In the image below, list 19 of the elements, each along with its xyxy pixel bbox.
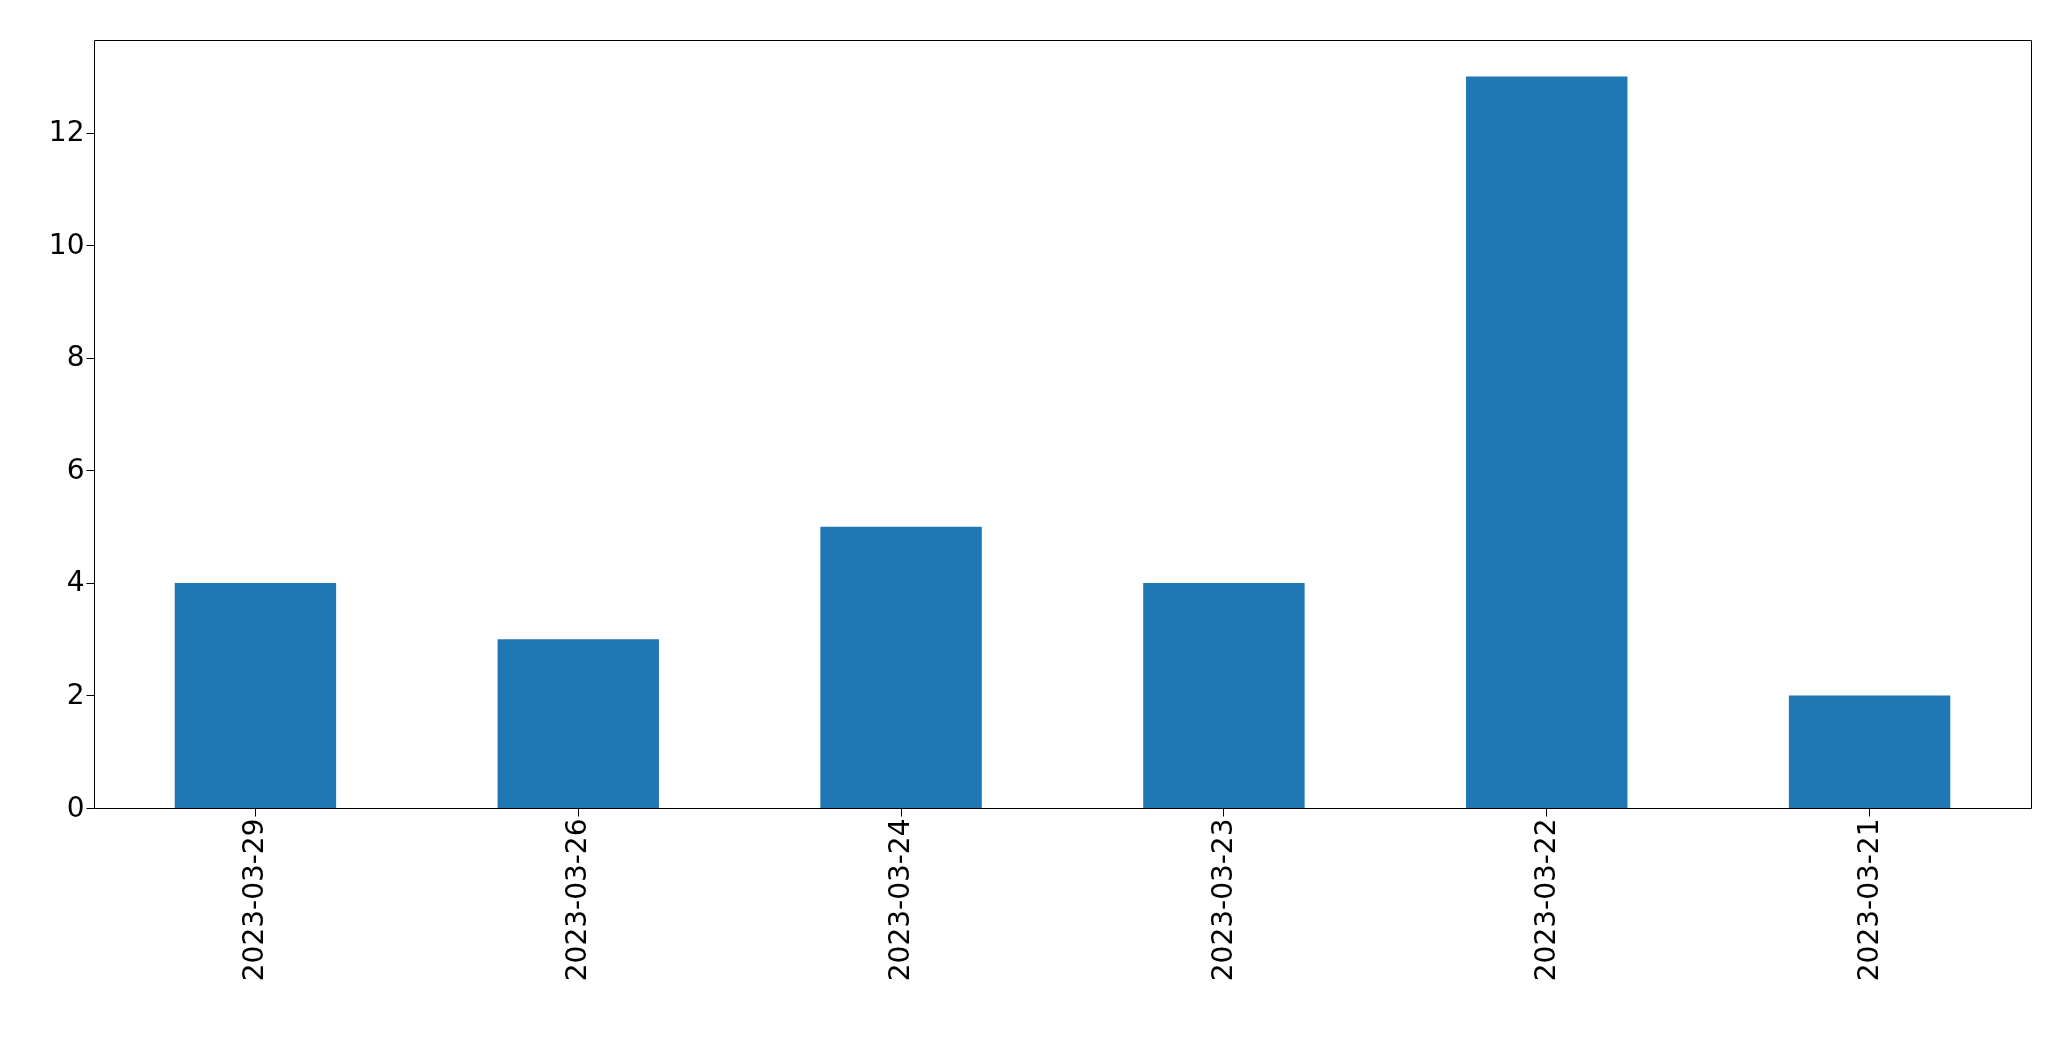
x-tick-label: 2023-03-23	[1205, 818, 1239, 982]
x-tick-label: 2023-03-24	[883, 818, 917, 982]
y-tick-label: 0	[66, 790, 85, 824]
bar	[820, 526, 982, 808]
x-tick-label: 2023-03-21	[1851, 818, 1885, 982]
y-tick-label: 10	[48, 227, 85, 261]
y-tick-label: 6	[66, 452, 85, 486]
y-tick-label: 12	[48, 115, 85, 149]
bar	[1466, 76, 1628, 808]
x-tick-label: 2023-03-29	[237, 818, 271, 982]
bar	[497, 639, 659, 808]
y-tick-label: 4	[66, 565, 85, 599]
y-tick-label: 8	[66, 340, 85, 374]
bar	[1788, 695, 1951, 808]
x-tick-label: 2023-03-26	[560, 818, 594, 982]
y-tick-label: 2	[66, 677, 85, 711]
x-tick-label: 2023-03-22	[1528, 818, 1562, 982]
bar	[174, 582, 337, 808]
bar	[1143, 582, 1305, 808]
